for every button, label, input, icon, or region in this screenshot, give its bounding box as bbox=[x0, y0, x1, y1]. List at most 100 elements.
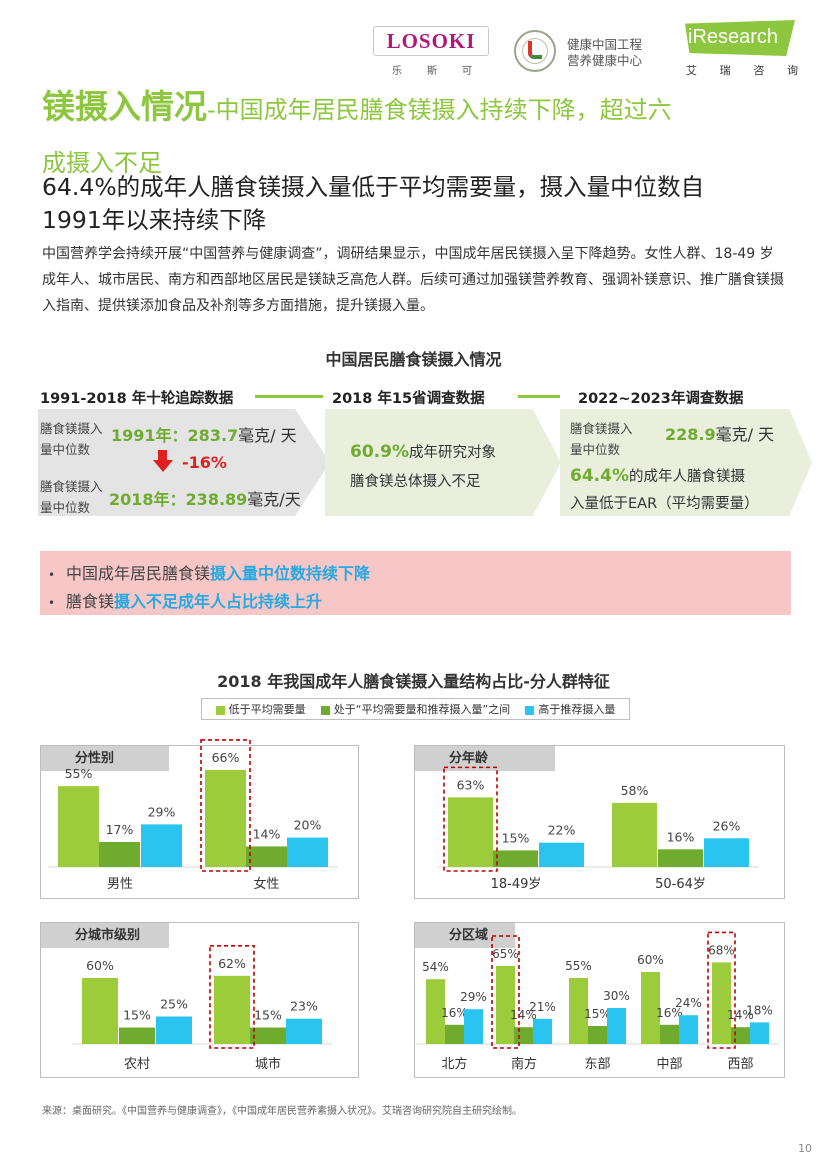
bar-between-ear-rni bbox=[493, 850, 538, 867]
bar-value-label: 17% bbox=[106, 822, 134, 837]
finding-text: 中国成年居民膳食镁 bbox=[66, 564, 211, 583]
bullet: • bbox=[48, 596, 56, 610]
col1-row1-value: 1991年：283.7毫克/ 天 bbox=[111, 422, 297, 446]
bar-above-rni bbox=[287, 837, 328, 867]
bar-value-label: 68% bbox=[708, 943, 735, 957]
bar-value-label: 15% bbox=[584, 1007, 611, 1021]
bar-value-label: 29% bbox=[148, 804, 176, 819]
bar-value-label: 14% bbox=[510, 1008, 537, 1022]
bar-value-label: 16% bbox=[667, 829, 695, 844]
category-label: 北方 bbox=[441, 1056, 467, 1072]
col1-panel bbox=[38, 409, 330, 516]
category-label: 东部 bbox=[584, 1057, 610, 1072]
legend-label: 低于平均需要量 bbox=[228, 703, 306, 716]
subtitle-line-1: 64.4%的成年人膳食镁摄入量低于平均需要量，摄入量中位数自 bbox=[42, 173, 705, 201]
bar-below-ear bbox=[82, 978, 118, 1044]
col2-percent: 60.9% bbox=[350, 442, 409, 462]
chart-age-plot: 63% 15% 22% 18-49岁 58% 16% 26% 50-64岁 bbox=[438, 766, 759, 892]
bar-below-ear bbox=[205, 769, 246, 867]
bar-value-label: 26% bbox=[713, 818, 741, 833]
iresearch-sub-char: 询 bbox=[786, 64, 798, 77]
bar-value-label: 16% bbox=[656, 1006, 683, 1020]
col1-row1-label: 膳食镁摄入 量中位数 bbox=[40, 418, 103, 460]
health-china-emblem-icon bbox=[514, 30, 556, 72]
bar-above-rni bbox=[607, 1008, 626, 1044]
chart-region-plot: 54%16%29%北方65%14%21%南方55%15%30%东部60%16%2… bbox=[416, 931, 779, 1072]
bar-above-rni bbox=[704, 838, 749, 867]
bar-between-ear-rni bbox=[588, 1026, 607, 1044]
category-label: 城市 bbox=[255, 1056, 281, 1072]
label-line: 膳食镁摄入 bbox=[570, 421, 633, 436]
bar-between-ear-rni bbox=[250, 1027, 286, 1044]
bar-value-label: 21% bbox=[529, 1000, 556, 1014]
bar-value-label: 15% bbox=[254, 1008, 282, 1023]
chart-city-level: 分城市级别 60% 15% 25% 农村 62% 15% 23% 城市 bbox=[40, 922, 359, 1078]
col2-heading: 2018 年15省调查数据 bbox=[332, 391, 485, 407]
bar-between-ear-rni bbox=[658, 849, 703, 867]
page-title-rest-1: -中国成年居民膳食镁摄入持续下降，超过六 bbox=[207, 96, 672, 124]
unit-2018: 毫克/天 bbox=[247, 490, 301, 509]
bar-value-label: 58% bbox=[621, 783, 649, 798]
finding-text: 膳食镁 bbox=[66, 592, 115, 611]
bar-below-ear bbox=[569, 978, 588, 1044]
health-center-logo-text: 健康中国工程 营养健康中心 bbox=[567, 37, 642, 69]
col2-line1: 60.9%成年研究对象 bbox=[350, 441, 496, 462]
bar-value-label: 55% bbox=[565, 959, 592, 973]
unit-1991: 毫克/ 天 bbox=[238, 426, 297, 445]
losoki-logo: LOSOKI bbox=[373, 26, 489, 56]
bar-value-label: 60% bbox=[86, 958, 114, 973]
chart-city-level-title: 分城市级别 bbox=[41, 923, 169, 948]
legend-swatch bbox=[320, 705, 330, 715]
bar-above-rni bbox=[156, 1016, 192, 1044]
bar-between-ear-rni bbox=[514, 1027, 533, 1044]
health-line-2: 营养健康中心 bbox=[567, 53, 643, 68]
highlight-box bbox=[209, 944, 255, 1049]
col2-line2: 膳食镁总体摄入不足 bbox=[350, 474, 481, 490]
legend-swatch bbox=[525, 705, 535, 715]
bullet: • bbox=[48, 568, 56, 582]
category-label: 南方 bbox=[511, 1056, 537, 1072]
iresearch-logo-badge bbox=[685, 20, 795, 56]
bar-value-label: 15% bbox=[502, 830, 530, 845]
bar-between-ear-rni bbox=[660, 1024, 679, 1044]
value-2018: 238.89 bbox=[185, 490, 248, 509]
col3-label: 膳食镁摄入 量中位数 bbox=[570, 418, 633, 460]
finding-emphasis: 摄入不足成年人占比持续上升 bbox=[114, 592, 323, 611]
bar-value-label: 29% bbox=[460, 990, 487, 1004]
timeline-connector bbox=[255, 395, 323, 398]
bar-below-ear bbox=[448, 797, 493, 867]
bar-between-ear-rni bbox=[445, 1024, 464, 1044]
bar-value-label: 23% bbox=[290, 999, 318, 1014]
label-line: 量中位数 bbox=[570, 442, 621, 457]
iresearch-sub-char: 艾 bbox=[686, 64, 697, 77]
bar-between-ear-rni bbox=[99, 842, 140, 867]
category-label: 农村 bbox=[124, 1057, 150, 1072]
bar-below-ear bbox=[426, 979, 445, 1044]
losoki-sub-char: 可 bbox=[462, 66, 472, 77]
page-title-main: 镁摄入情况 bbox=[42, 87, 207, 126]
bar-value-label: 22% bbox=[548, 823, 576, 838]
bar-value-label: 14% bbox=[727, 1008, 754, 1022]
label-line: 膳食镁摄入 bbox=[40, 479, 103, 494]
category-label: 中部 bbox=[656, 1057, 682, 1072]
iresearch-logo-subtitle: 艾 瑞 咨 询 bbox=[686, 62, 798, 78]
col1-heading: 1991-2018 年十轮追踪数据 bbox=[40, 391, 234, 407]
chart-age-title: 分年龄 bbox=[415, 746, 555, 771]
col3-line1-text: 的成年人膳食镁摄 bbox=[628, 469, 745, 485]
bar-value-label: 60% bbox=[637, 953, 664, 967]
bar-value-label: 66% bbox=[212, 750, 240, 765]
year-1991: 1991年： bbox=[111, 426, 188, 445]
legend-item: 高于推荐摄入量 bbox=[525, 701, 615, 717]
down-arrow-icon bbox=[153, 450, 173, 472]
label-line: 量中位数 bbox=[40, 500, 91, 515]
bar-value-label: 18% bbox=[746, 1003, 773, 1017]
page-title: 镁摄入情况-中国成年居民膳食镁摄入持续下降，超过六 成摄入不足 bbox=[42, 82, 802, 191]
page-number: 10 bbox=[798, 1142, 812, 1155]
col2-panel bbox=[325, 409, 561, 516]
category-label: 男性 bbox=[107, 877, 133, 892]
losoki-sub-char: 乐 bbox=[392, 66, 402, 77]
value-1991: 283.7 bbox=[187, 426, 239, 445]
chart-legend: 低于平均需要量 处于“平均需要量和推荐摄入量”之间 高于推荐摄入量 bbox=[201, 698, 630, 720]
bar-above-rni bbox=[539, 842, 584, 867]
iresearch-sub-char: 咨 bbox=[753, 64, 765, 77]
